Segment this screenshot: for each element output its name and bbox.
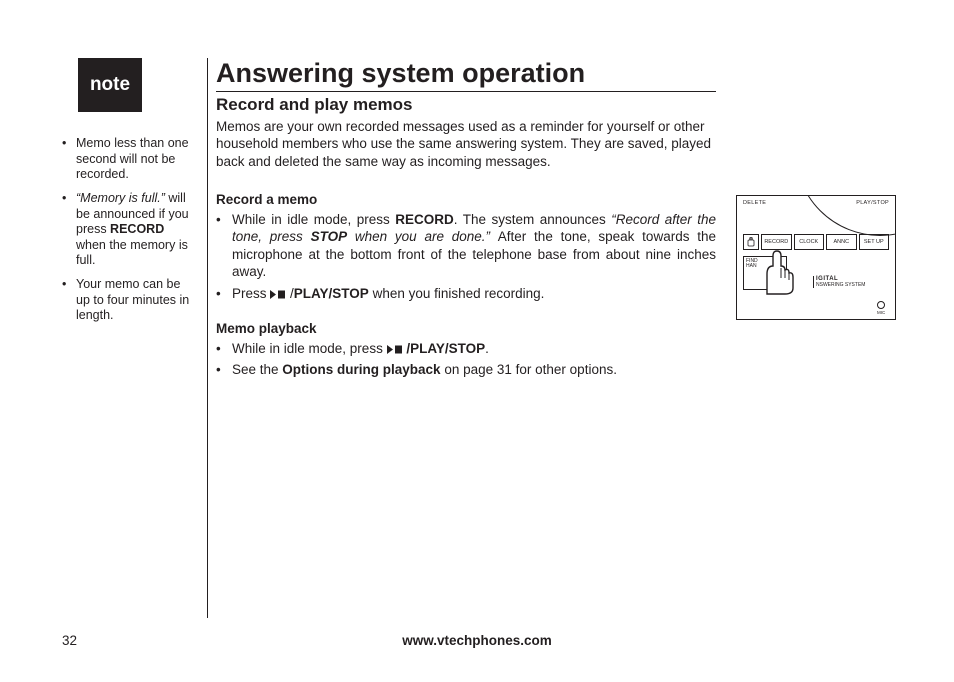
intro-paragraph: Memos are your own recorded messages use… (216, 118, 716, 170)
sidebar-notes: •Memo less than one second will not be r… (62, 136, 194, 332)
section-list-item: •See the Options during playback on page… (216, 361, 716, 379)
note-badge-label: note (90, 74, 130, 96)
section-list-item: •While in idle mode, press RECORD. The s… (216, 211, 716, 281)
page-subtitle: Record and play memos (216, 95, 904, 115)
section-list-item: •Press /PLAY/STOP when you finished reco… (216, 285, 716, 303)
page: note •Memo less than one second will not… (0, 0, 954, 682)
figure-digital-sub: NSWERING SYSTEM (816, 282, 865, 288)
section-list-item: •While in idle mode, press /PLAY/STOP. (216, 340, 716, 358)
figure-digital-label: IGITAL NSWERING SYSTEM (813, 276, 865, 288)
device-figure: DELETE PLAY/STOP RECORDCLOCKANNCSET UP F… (736, 195, 896, 320)
sidebar-note-item: •“Memory is full.” will be announced if … (62, 191, 194, 269)
note-badge: note (78, 58, 142, 112)
figure-mic: MIC (877, 301, 885, 313)
figure-button: SET UP (859, 234, 890, 250)
section-list: •While in idle mode, press RECORD. The s… (216, 211, 716, 303)
vertical-divider (207, 58, 208, 618)
figure-button: ANNC (826, 234, 857, 250)
section-heading: Memo playback (216, 321, 904, 336)
sidebar-note-item: •Your memo can be up to four minutes in … (62, 277, 194, 324)
section-list: •While in idle mode, press /PLAY/STOP. •S… (216, 340, 716, 379)
title-rule (216, 91, 716, 92)
sidebar-list: •Memo less than one second will not be r… (62, 136, 194, 324)
figure-button (743, 234, 759, 250)
figure-label-playstop: PLAY/STOP (856, 200, 889, 206)
footer-url: www.vtechphones.com (0, 633, 954, 648)
page-title: Answering system operation (216, 58, 904, 89)
pointing-hand-icon (759, 248, 799, 296)
figure-mic-label: MIC (877, 310, 885, 315)
sidebar-note-item: •Memo less than one second will not be r… (62, 136, 194, 183)
figure-label-delete: DELETE (743, 200, 766, 206)
